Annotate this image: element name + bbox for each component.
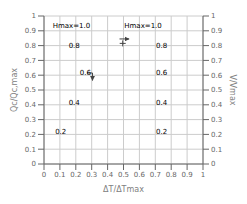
- svg-text:Hmax=1.0: Hmax=1.0: [124, 22, 162, 30]
- svg-text:1: 1: [32, 12, 36, 20]
- svg-text:0.2: 0.2: [211, 131, 222, 139]
- svg-text:0.5: 0.5: [118, 171, 129, 179]
- svg-text:0.7: 0.7: [25, 57, 36, 65]
- svg-text:1: 1: [211, 12, 215, 20]
- svg-text:0.8: 0.8: [69, 42, 80, 50]
- svg-text:0.7: 0.7: [211, 57, 222, 65]
- svg-text:0.4: 0.4: [102, 171, 114, 179]
- svg-text:0.5: 0.5: [211, 86, 222, 94]
- svg-text:0.9: 0.9: [25, 27, 36, 35]
- svg-text:0.2: 0.2: [25, 131, 36, 139]
- svg-text:0.2: 0.2: [55, 128, 66, 136]
- svg-text:0.6: 0.6: [211, 72, 223, 80]
- svg-text:V/Vmax: V/Vmax: [228, 74, 237, 105]
- svg-text:0.2: 0.2: [156, 128, 167, 136]
- svg-text:Qc/Qc,max: Qc/Qc,max: [10, 68, 19, 112]
- svg-text:0.2: 0.2: [70, 171, 81, 179]
- svg-text:0.4: 0.4: [211, 101, 223, 109]
- svg-text:Hmax=1.0: Hmax=1.0: [53, 22, 91, 30]
- svg-text:0.4: 0.4: [25, 101, 37, 109]
- svg-text:0.7: 0.7: [150, 171, 161, 179]
- svg-text:0.9: 0.9: [211, 27, 222, 35]
- svg-text:0.3: 0.3: [25, 116, 36, 124]
- svg-text:0: 0: [42, 171, 46, 179]
- svg-text:1: 1: [201, 171, 205, 179]
- svg-text:0.9: 0.9: [182, 171, 193, 179]
- svg-text:0.8: 0.8: [166, 171, 177, 179]
- svg-text:0.1: 0.1: [211, 146, 222, 154]
- svg-text:0.3: 0.3: [86, 171, 97, 179]
- svg-text:0.6: 0.6: [156, 69, 168, 77]
- svg-text:0.6: 0.6: [25, 72, 37, 80]
- svg-text:0.4: 0.4: [69, 99, 81, 107]
- svg-text:0.8: 0.8: [156, 42, 167, 50]
- svg-text:0.1: 0.1: [54, 171, 65, 179]
- svg-text:0.5: 0.5: [25, 86, 36, 94]
- svg-text:0.8: 0.8: [211, 42, 222, 50]
- svg-text:0: 0: [211, 160, 215, 168]
- svg-text:ΔT/ΔTmax: ΔT/ΔTmax: [103, 185, 144, 194]
- svg-text:0.6: 0.6: [134, 171, 146, 179]
- svg-text:0.3: 0.3: [211, 116, 222, 124]
- svg-text:0: 0: [32, 160, 36, 168]
- svg-text:0.1: 0.1: [25, 146, 36, 154]
- svg-text:0.8: 0.8: [25, 42, 36, 50]
- svg-text:0.4: 0.4: [156, 99, 168, 107]
- svg-text:0.6: 0.6: [80, 69, 92, 77]
